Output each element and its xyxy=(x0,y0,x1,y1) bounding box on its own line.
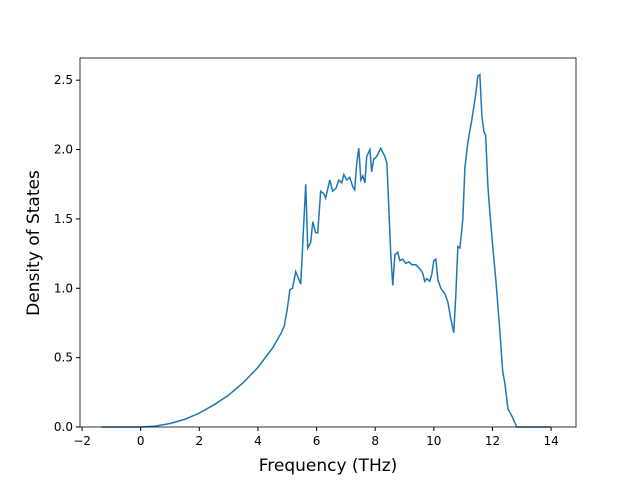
x-axis-label: Frequency (THz) xyxy=(259,456,398,476)
x-tick-label: 2 xyxy=(195,434,203,448)
x-tick-label: 6 xyxy=(313,434,321,448)
y-tick-label: 0.5 xyxy=(54,351,73,365)
plot-frame xyxy=(79,57,577,428)
x-tick-label: 12 xyxy=(485,434,500,448)
x-tick-label: 0 xyxy=(137,434,145,448)
y-tick-label: 1.0 xyxy=(54,281,73,295)
x-tick-label: 10 xyxy=(426,434,441,448)
y-tick-label: 2.5 xyxy=(54,73,73,87)
x-tick-label: 8 xyxy=(371,434,379,448)
y-tick-label: 2.0 xyxy=(54,143,73,157)
y-axis-label: Density of States xyxy=(24,170,44,316)
x-tick-label: 14 xyxy=(543,434,558,448)
x-tick-label: −2 xyxy=(73,434,91,448)
y-tick-label: 0.0 xyxy=(54,420,73,434)
y-tick-label: 1.5 xyxy=(54,212,73,226)
data-line xyxy=(101,73,552,428)
x-tick-label: 4 xyxy=(254,434,262,448)
